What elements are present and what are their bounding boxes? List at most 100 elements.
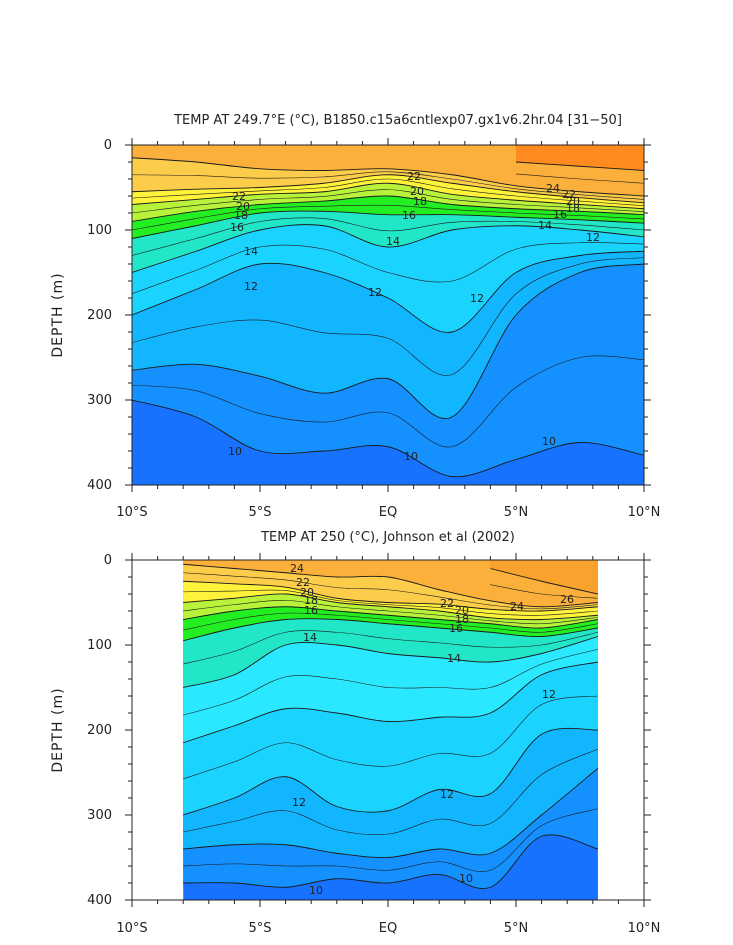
isotherm-t26 xyxy=(515,161,644,171)
x-tick-label: 10°S xyxy=(116,921,147,936)
y-tick-label: 400 xyxy=(87,478,112,493)
contour-label: 12 xyxy=(470,292,484,305)
contour-label: 22 xyxy=(296,576,310,589)
isotherm-t16 xyxy=(132,210,644,239)
isotherm-t14 xyxy=(132,224,644,273)
y-tick-label: 400 xyxy=(87,893,112,908)
contour-lines-obs xyxy=(183,563,599,890)
isotherm-minor xyxy=(183,648,598,716)
isotherm-t18 xyxy=(132,195,644,222)
isotherm-minor xyxy=(132,242,644,295)
x-tick-label: 5°N xyxy=(504,505,529,520)
isotherm-minor xyxy=(132,189,644,214)
isotherm-minor xyxy=(515,173,644,184)
contour-label: 12 xyxy=(542,688,556,701)
isotherm-minor xyxy=(183,630,598,665)
contour-label: 24 xyxy=(546,182,560,195)
fill-band-t24 xyxy=(183,560,598,607)
contour-label: 16 xyxy=(449,622,463,635)
x-tick-label: 10°N xyxy=(628,921,661,936)
isotherm-t22 xyxy=(132,174,644,204)
isotherm-t24 xyxy=(132,157,644,197)
contour-label: 10 xyxy=(459,872,473,885)
contour-label: 14 xyxy=(447,652,461,665)
axis-ticks-obs xyxy=(125,553,651,907)
contour-label: 20 xyxy=(566,195,580,208)
x-tick-label: 5°S xyxy=(248,505,271,520)
isotherm-t10 xyxy=(132,399,644,478)
y-tick-label: 0 xyxy=(104,553,112,568)
isotherm-minor xyxy=(132,355,644,448)
y-tick-label: 300 xyxy=(87,393,112,408)
isotherm-t16 xyxy=(183,618,598,642)
isotherm-t12 xyxy=(183,727,598,816)
contour-label: 14 xyxy=(303,631,317,644)
y-tick-labels-model: 0 100 200 300 400 xyxy=(87,138,112,493)
ylabel-model: DEPTH (m) xyxy=(50,272,66,357)
title-model: TEMP AT 249.7°E (°C), B1850.c15a6cntlexp… xyxy=(173,113,622,128)
isotherm-minor xyxy=(132,204,644,231)
contour-labels-model: 22 20 18 16 14 12 12 12 10 10 10 22 20 1… xyxy=(228,170,600,463)
contour-label: 22 xyxy=(232,190,246,203)
y-tick-label: 300 xyxy=(87,808,112,823)
isotherm-t24 xyxy=(183,563,598,608)
contour-label: 20 xyxy=(410,185,424,198)
x-tick-label: 10°N xyxy=(628,505,661,520)
ylabel-obs: DEPTH (m) xyxy=(50,687,66,772)
contour-label: 18 xyxy=(413,195,427,208)
isotherm-t14 xyxy=(183,636,599,688)
contour-label: 16 xyxy=(230,221,244,234)
contour-label: 24 xyxy=(290,562,304,575)
contour-labels-obs: 24 22 20 18 16 14 22 20 18 16 14 24 26 1… xyxy=(290,562,574,897)
isotherm-t13 xyxy=(183,661,599,744)
contour-label: 14 xyxy=(386,235,400,248)
isotherm-minor xyxy=(183,612,598,633)
isotherm-minor xyxy=(132,217,644,256)
panel-model: TEMP AT 249.7°E (°C), B1850.c15a6cntlexp… xyxy=(50,113,660,520)
isotherm-t10 xyxy=(183,834,599,890)
x-tick-label: 5°S xyxy=(248,921,271,936)
contour-label: 16 xyxy=(304,604,318,617)
x-tick-label: 5°N xyxy=(504,921,529,936)
contour-label: 10 xyxy=(404,450,418,463)
x-tick-labels-model: 10°S 5°S EQ 5°N 10°N xyxy=(116,505,660,520)
contour-label: 18 xyxy=(304,594,318,607)
contour-label: 16 xyxy=(553,208,567,221)
contour-label: 20 xyxy=(236,200,250,213)
fill-surface xyxy=(490,560,598,594)
isotherm-t11 xyxy=(132,263,644,420)
contour-label: 12 xyxy=(244,280,258,293)
contour-label: 20 xyxy=(455,604,469,617)
contour-label: 26 xyxy=(560,593,574,606)
contour-label: 10 xyxy=(542,435,556,448)
isotherm-t12 xyxy=(132,250,644,333)
x-tick-labels-obs: 10°S 5°S EQ 5°N 10°N xyxy=(116,921,660,936)
contour-label: 18 xyxy=(234,209,248,222)
isotherm-minor xyxy=(183,808,599,872)
isotherm-minor xyxy=(490,584,598,599)
isotherm-t18 xyxy=(183,606,598,629)
contour-label: 18 xyxy=(455,613,469,626)
isotherm-minor xyxy=(183,695,598,780)
contour-label: 12 xyxy=(440,788,454,801)
contour-label: 22 xyxy=(562,188,576,201)
x-tick-label: 10°S xyxy=(116,505,147,520)
isotherm-t26 xyxy=(490,568,599,595)
contour-label: 14 xyxy=(538,219,552,232)
y-tick-labels-obs: 0 100 200 300 400 xyxy=(87,553,112,908)
axis-ticks-model xyxy=(125,138,651,492)
contour-label: 10 xyxy=(228,445,242,458)
y-tick-label: 100 xyxy=(87,638,112,653)
isotherm-minor xyxy=(183,600,598,625)
y-tick-label: 100 xyxy=(87,223,112,238)
isotherm-minor xyxy=(183,572,598,610)
y-tick-label: 200 xyxy=(87,308,112,323)
title-obs: TEMP AT 250 (°C), Johnson et al (2002) xyxy=(260,530,515,545)
x-tick-label: EQ xyxy=(379,921,397,936)
contour-label: 22 xyxy=(407,170,421,183)
contour-label: 20 xyxy=(300,586,314,599)
contour-label: 10 xyxy=(309,884,323,897)
isotherm-minor xyxy=(183,748,599,836)
